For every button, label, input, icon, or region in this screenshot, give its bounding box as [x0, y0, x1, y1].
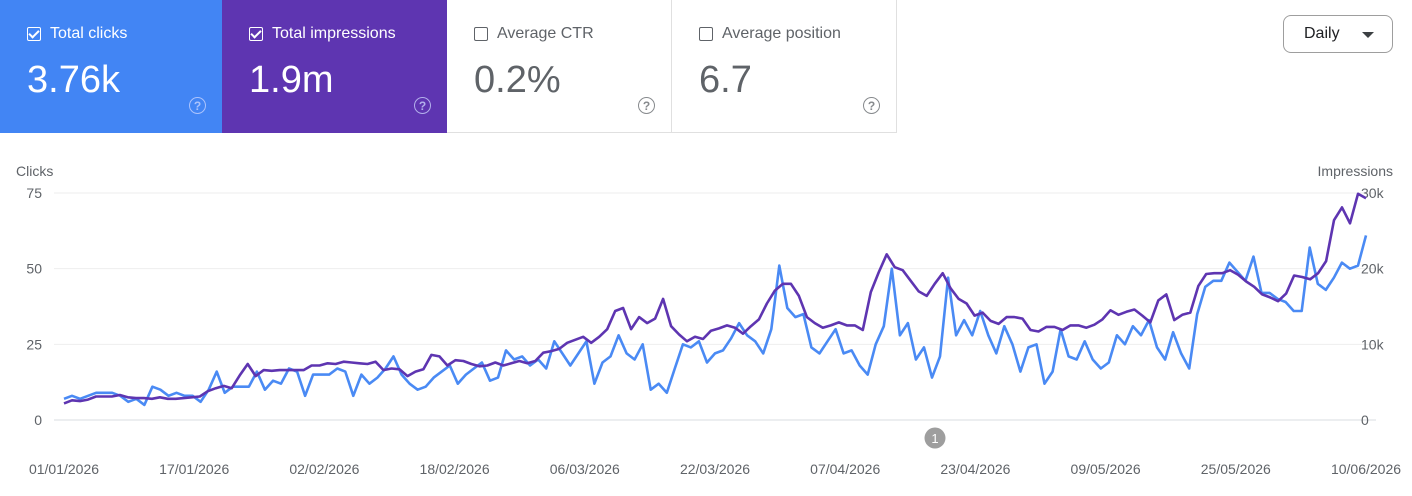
series-lines [63, 192, 1368, 407]
average-position-value: 6.7 [699, 59, 752, 101]
y-right-axis-title: Impressions [1318, 163, 1393, 179]
total-impressions-checkbox[interactable] [249, 27, 263, 41]
y-left-tick-label: 25 [26, 336, 42, 352]
y-left-tick-label: 75 [26, 185, 42, 201]
average-ctr-value: 0.2% [474, 59, 561, 101]
total-impressions-card[interactable]: Total impressions 1.9m ? [222, 0, 447, 133]
caret-down-icon [1362, 32, 1374, 38]
granularity-dropdown[interactable]: Daily [1283, 15, 1393, 53]
total-clicks-header: Total clicks [27, 25, 127, 43]
total-clicks-label: Total clicks [50, 25, 128, 42]
y-right-ticks: 0 10k 20k 30k [1361, 185, 1385, 428]
total-impressions-value: 1.9m [249, 59, 334, 101]
average-position-label: Average position [722, 25, 841, 42]
clicks-series-line [63, 235, 1368, 407]
x-tick-label: 22/03/2026 [680, 461, 750, 477]
x-tick-label: 23/04/2026 [940, 461, 1010, 477]
granularity-value: Daily [1304, 25, 1340, 42]
average-ctr-card[interactable]: Average CTR 0.2% ? [447, 0, 672, 133]
annotation-marker-circle[interactable] [924, 427, 946, 449]
y-right-tick-label: 0 [1361, 412, 1369, 428]
x-tick-label: 02/02/2026 [289, 461, 359, 477]
help-icon[interactable]: ? [863, 97, 880, 114]
y-left-tick-label: 50 [26, 261, 42, 277]
y-left-axis-title: Clicks [16, 163, 53, 179]
total-impressions-header: Total impressions [249, 25, 396, 43]
x-tick-label: 18/02/2026 [420, 461, 490, 477]
impressions-series-line [63, 192, 1367, 405]
x-tick-label: 07/04/2026 [810, 461, 880, 477]
help-icon[interactable]: ? [189, 97, 206, 114]
average-ctr-header: Average CTR [474, 25, 594, 43]
average-ctr-checkbox[interactable] [474, 27, 488, 41]
x-tick-label: 01/01/2026 [29, 461, 99, 477]
y-right-tick-label: 20k [1361, 261, 1385, 277]
x-tick-label: 06/03/2026 [550, 461, 620, 477]
help-icon[interactable]: ? [638, 97, 655, 114]
total-clicks-value: 3.76k [27, 59, 120, 101]
annotation-marker-label: 1 [931, 431, 938, 446]
x-tick-label: 17/01/2026 [159, 461, 229, 477]
x-axis-ticks: 01/01/2026 17/01/2026 02/02/2026 18/02/2026… [29, 461, 1401, 477]
y-right-tick-label: 10k [1361, 336, 1385, 352]
x-tick-label: 09/05/2026 [1071, 461, 1141, 477]
total-impressions-label: Total impressions [272, 25, 396, 42]
gridlines [54, 192, 1376, 421]
y-left-ticks: 0 25 50 75 [26, 185, 42, 428]
y-left-tick-label: 0 [34, 412, 42, 428]
average-position-card[interactable]: Average position 6.7 ? [672, 0, 897, 133]
total-clicks-card[interactable]: Total clicks 3.76k ? [0, 0, 222, 133]
total-clicks-checkbox[interactable] [27, 27, 41, 41]
average-ctr-label: Average CTR [497, 25, 594, 42]
annotation-marker[interactable]: 1 [924, 427, 946, 449]
help-icon[interactable]: ? [414, 97, 431, 114]
x-tick-label: 10/06/2026 [1331, 461, 1401, 477]
average-position-header: Average position [699, 25, 841, 43]
y-right-tick-label: 30k [1361, 185, 1385, 201]
average-position-checkbox[interactable] [699, 27, 713, 41]
metric-cards: Total clicks 3.76k ? Total impressions 1… [0, 0, 897, 133]
x-tick-label: 25/05/2026 [1201, 461, 1271, 477]
